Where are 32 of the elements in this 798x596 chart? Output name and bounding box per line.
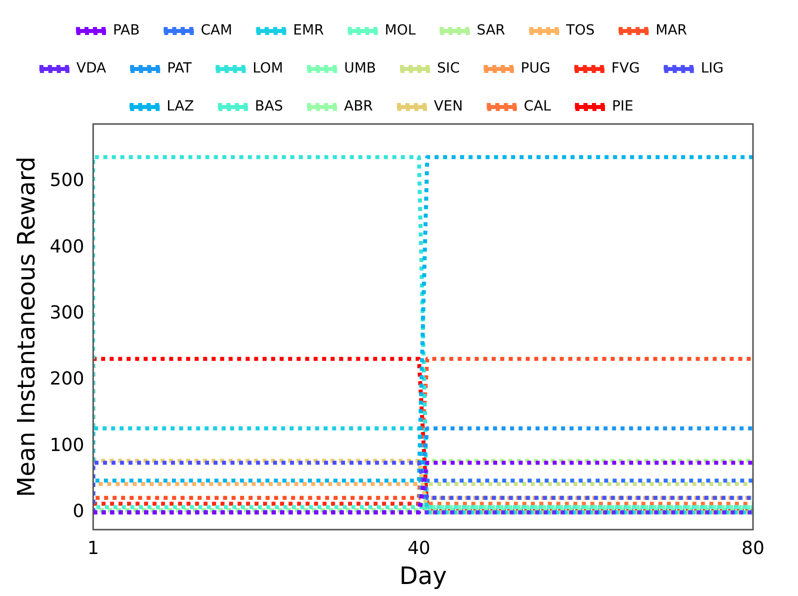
legend-label: PIE [612,98,634,115]
legend-label: SIC [437,60,460,77]
y-tick-label: 100 [50,434,84,456]
legend-label: LIG [700,60,724,77]
legend-label: UMB [344,60,376,77]
legend-label: VEN [434,98,463,115]
legend-label: EMR [293,22,324,39]
x-tick-label: 40 [407,538,430,560]
x-tick-label: 1 [87,538,99,560]
legend-label: PAT [167,60,192,77]
y-tick-label: 200 [50,368,84,390]
legend-label: LAZ [166,98,194,115]
x-tick-label: 80 [742,538,764,560]
y-axis-title: Mean Instantaneous Reward [12,156,41,498]
y-tick-label: 0 [72,501,84,522]
legend-label: ABR [344,98,374,115]
legend-label: CAM [200,22,232,39]
legend-label: MAR [656,22,688,39]
y-tick-label: 500 [50,170,84,192]
legend-label: BAS [254,98,284,115]
legend-label: SAR [476,22,506,39]
legend-label: CAL [524,98,552,115]
y-tick-label: 300 [50,302,84,324]
legend-label: FVG [611,60,640,77]
legend-label: TOS [565,22,595,39]
legend-label: PUG [520,60,550,77]
y-tick-label: 400 [50,236,84,258]
legend-label: MOL [384,22,416,39]
legend-label: VDA [76,60,107,77]
legend-label: LOM [252,60,284,77]
x-axis-title: Day [399,562,447,590]
legend-label: PAB [113,22,140,39]
